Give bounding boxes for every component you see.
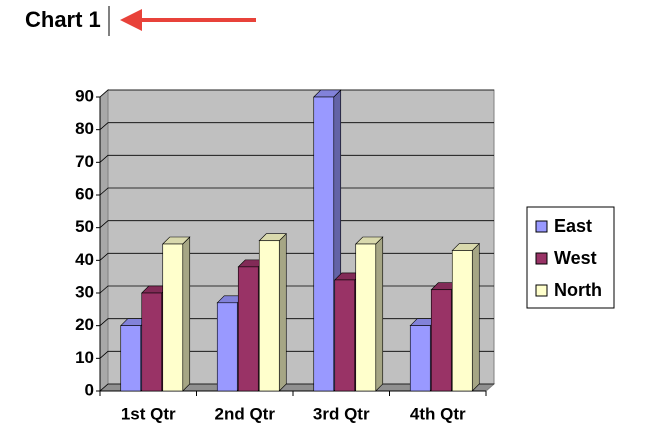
legend-swatch <box>535 284 548 297</box>
y-tick-label: 30 <box>75 282 94 301</box>
y-tick-label: 0 <box>85 380 94 399</box>
x-tick-label: 4th Qtr <box>410 404 466 423</box>
x-tick-label: 1st Qtr <box>121 404 176 423</box>
bar <box>430 289 452 392</box>
bar <box>409 325 431 392</box>
y-tick-label: 60 <box>75 184 94 203</box>
side-wall <box>99 88 109 393</box>
bar <box>334 279 356 392</box>
bar-side <box>375 236 384 392</box>
y-tick-label: 80 <box>75 119 94 138</box>
y-tick-label: 40 <box>75 250 94 269</box>
y-tick-label: 20 <box>75 315 94 334</box>
bar <box>258 240 280 392</box>
x-tick-label: 2nd Qtr <box>215 404 276 423</box>
bar <box>237 266 259 392</box>
bar <box>216 302 238 392</box>
grid-line <box>99 89 494 98</box>
grid-line <box>99 122 494 130</box>
y-tick-label: 90 <box>75 86 94 105</box>
chart-title: Chart 1 <box>25 7 101 32</box>
x-tick-label: 3rd Qtr <box>313 404 370 423</box>
bar <box>355 243 377 392</box>
legend-label: East <box>554 216 592 236</box>
y-tick-label: 70 <box>75 152 94 171</box>
grid-line <box>99 220 494 228</box>
grid-line <box>99 187 494 196</box>
legend-swatch <box>535 220 548 233</box>
bar-side <box>278 233 287 392</box>
bar-side <box>182 236 191 392</box>
bar <box>162 243 184 392</box>
bar-side <box>471 242 480 392</box>
grid-line <box>99 154 494 163</box>
legend-label: North <box>554 280 602 300</box>
legend-label: West <box>554 248 597 268</box>
y-tick-label: 50 <box>75 217 94 236</box>
bar <box>313 96 335 392</box>
bar <box>141 292 163 392</box>
y-tick-label: 10 <box>75 348 94 367</box>
bar <box>120 325 142 392</box>
bar <box>451 250 473 392</box>
legend-swatch <box>535 252 548 265</box>
arrow-head <box>120 9 142 31</box>
